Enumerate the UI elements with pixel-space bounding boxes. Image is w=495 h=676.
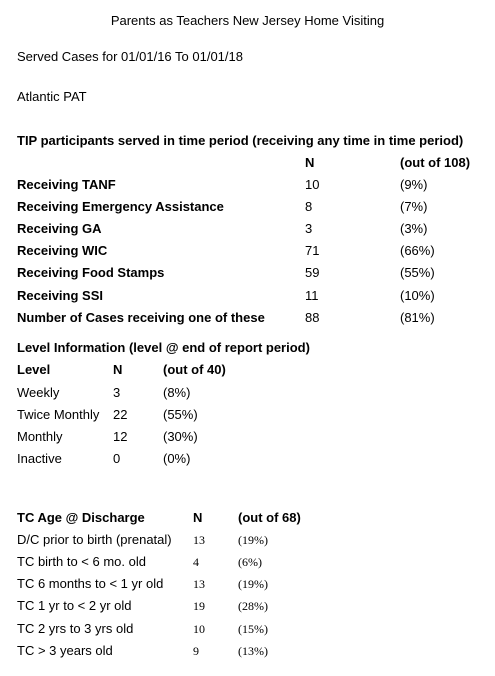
level-col-level: Level <box>17 362 51 377</box>
tip-row-label: Receiving TANF <box>17 177 116 192</box>
age-row-pct: (19%) <box>238 533 268 547</box>
tip-row-label: Receiving SSI <box>17 288 103 303</box>
age-col-label: TC Age @ Discharge <box>17 510 145 525</box>
tip-row-n: 59 <box>305 265 320 280</box>
age-row-n: 13 <box>193 577 205 591</box>
age-row-pct: (28%) <box>238 599 268 613</box>
tip-row-pct: (81%) <box>400 310 435 325</box>
age-row-pct: (6%) <box>238 555 262 569</box>
level-row-label: Monthly <box>17 429 63 444</box>
age-row-label: TC > 3 years old <box>17 643 113 658</box>
tip-row-pct: (3%) <box>400 221 428 236</box>
level-row-pct: (30%) <box>163 429 198 444</box>
age-row-label: TC 1 yr to < 2 yr old <box>17 598 132 613</box>
tip-row-n: 71 <box>305 243 320 258</box>
tip-row-pct: (7%) <box>400 199 428 214</box>
tip-row-pct: (9%) <box>400 177 428 192</box>
tip-row-n: 8 <box>305 199 313 214</box>
level-col-out: (out of 40) <box>163 362 226 377</box>
tip-row-pct: (66%) <box>400 243 435 258</box>
tip-row-pct: (55%) <box>400 265 435 280</box>
age-row-n: 13 <box>193 533 205 547</box>
tip-row-label: Number of Cases receiving one of these <box>17 310 265 325</box>
tip-row-pct: (10%) <box>400 288 435 303</box>
level-row-n: 12 <box>113 429 128 444</box>
level-row-n: 22 <box>113 407 128 422</box>
age-row-label: TC 2 yrs to 3 yrs old <box>17 621 134 636</box>
tip-row-label: Receiving WIC <box>17 243 108 258</box>
report-title: Parents as Teachers New Jersey Home Visi… <box>110 13 385 28</box>
age-col-n: N <box>193 510 203 525</box>
age-row-label: TC birth to < 6 mo. old <box>17 554 146 569</box>
age-row-n: 10 <box>193 622 205 636</box>
tip-row-n: 3 <box>305 221 313 236</box>
age-row-pct: (19%) <box>238 577 268 591</box>
tip-row-label: Receiving Food Stamps <box>17 265 165 280</box>
level-row-pct: (0%) <box>163 451 191 466</box>
level-row-label: Weekly <box>17 385 60 400</box>
tip-row-n: 88 <box>305 310 320 325</box>
age-row-pct: (13%) <box>238 644 268 658</box>
level-col-n: N <box>113 362 123 377</box>
level-row-label: Inactive <box>17 451 62 466</box>
tip-row-n: 11 <box>305 288 319 303</box>
age-col-out: (out of 68) <box>238 510 301 525</box>
level-row-n: 0 <box>113 451 121 466</box>
age-row-n: 9 <box>193 644 199 658</box>
level-row-n: 3 <box>113 385 121 400</box>
age-row-n: 4 <box>193 555 199 569</box>
tip-row-label: Receiving GA <box>17 221 102 236</box>
level-row-pct: (55%) <box>163 407 198 422</box>
age-row-label: D/C prior to birth (prenatal) <box>17 532 172 547</box>
age-row-pct: (15%) <box>238 622 268 636</box>
age-row-n: 19 <box>193 599 205 613</box>
age-row-label: TC 6 months to < 1 yr old <box>17 576 164 591</box>
level-row-pct: (8%) <box>163 385 191 400</box>
tip-heading: TIP participants served in time period (… <box>17 133 464 148</box>
tip-col-n: N <box>305 155 315 170</box>
date-range: Served Cases for 01/01/16 To 01/01/18 <box>17 49 243 64</box>
tip-col-out: (out of 108) <box>400 155 471 170</box>
level-row-label: Twice Monthly <box>17 407 100 422</box>
level-heading: Level Information (level @ end of report… <box>17 340 310 355</box>
tip-row-n: 10 <box>305 177 320 192</box>
tip-row-label: Receiving Emergency Assistance <box>17 199 224 214</box>
site-name: Atlantic PAT <box>17 89 87 104</box>
